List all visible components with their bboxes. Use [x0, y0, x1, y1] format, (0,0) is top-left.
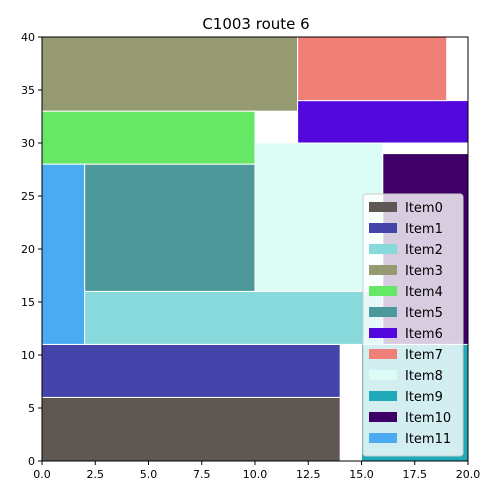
- item-rect-4: [41, 110, 256, 165]
- legend-label-7: Item7: [405, 348, 443, 363]
- legend-swatch-9: [369, 391, 397, 401]
- legend-swatch-5: [369, 307, 397, 317]
- x-tick-label: 12.5: [296, 468, 321, 481]
- legend-label-4: Item4: [405, 285, 443, 300]
- y-tick-label: 25: [21, 190, 35, 203]
- legend-swatch-3: [369, 265, 397, 275]
- y-tick-label: 40: [21, 31, 35, 44]
- x-tick-label: 15.0: [349, 468, 374, 481]
- legend-label-10: Item10: [405, 411, 451, 426]
- x-tick-label: 7.5: [193, 468, 211, 481]
- item-rect-2: [84, 290, 405, 345]
- item-rect-6: [297, 100, 469, 144]
- y-tick-label: 10: [21, 349, 35, 362]
- x-tick-label: 17.5: [403, 468, 428, 481]
- x-tick-label: 5.0: [140, 468, 158, 481]
- item-rect-0: [41, 396, 341, 462]
- item-rect-11: [41, 163, 86, 345]
- item-rect-1: [41, 343, 341, 398]
- item-rect-3: [41, 36, 299, 112]
- legend-swatch-0: [369, 202, 397, 212]
- item-rect-5: [84, 163, 256, 292]
- legend-swatch-4: [369, 286, 397, 296]
- y-tick-label: 30: [21, 137, 35, 150]
- legend-swatch-7: [369, 349, 397, 359]
- legend-label-5: Item5: [405, 306, 443, 321]
- item-rect-7: [297, 36, 448, 102]
- legend-swatch-11: [369, 433, 397, 443]
- legend-swatch-6: [369, 328, 397, 338]
- y-tick-label: 5: [28, 402, 35, 415]
- x-tick-label: 10.0: [243, 468, 268, 481]
- legend-swatch-2: [369, 244, 397, 254]
- legend-label-8: Item8: [405, 369, 443, 384]
- y-tick-label: 35: [21, 84, 35, 97]
- legend: Item0 Item1 Item2 Item3 Item4 Item5 Item6 Item7…: [362, 193, 464, 457]
- chart-title: C1003 route 6: [202, 15, 309, 33]
- legend-label-0: Item0: [405, 201, 443, 216]
- legend-label-1: Item1: [405, 222, 443, 237]
- item-rect-8: [254, 142, 384, 292]
- legend-swatch-1: [369, 223, 397, 233]
- x-tick-label: 0.0: [33, 468, 51, 481]
- x-tick-label: 20.0: [456, 468, 481, 481]
- legend-label-11: Item11: [405, 432, 451, 447]
- legend-swatch-8: [369, 370, 397, 380]
- axes-layer: 0.0 2.5 5.0 7.5 10.0 12.5 15.0 17.5 20.0 0 5 10 15 20…: [21, 31, 480, 481]
- x-tick-label: 2.5: [87, 468, 105, 481]
- y-tick-label: 15: [21, 296, 35, 309]
- legend-label-3: Item3: [405, 264, 443, 279]
- legend-label-9: Item9: [405, 390, 443, 405]
- y-tick-label: 20: [21, 243, 35, 256]
- legend-swatch-10: [369, 412, 397, 422]
- legend-box: [362, 193, 464, 457]
- legend-label-6: Item6: [405, 327, 443, 342]
- legend-label-2: Item2: [405, 243, 443, 258]
- y-tick-label: 0: [28, 455, 35, 468]
